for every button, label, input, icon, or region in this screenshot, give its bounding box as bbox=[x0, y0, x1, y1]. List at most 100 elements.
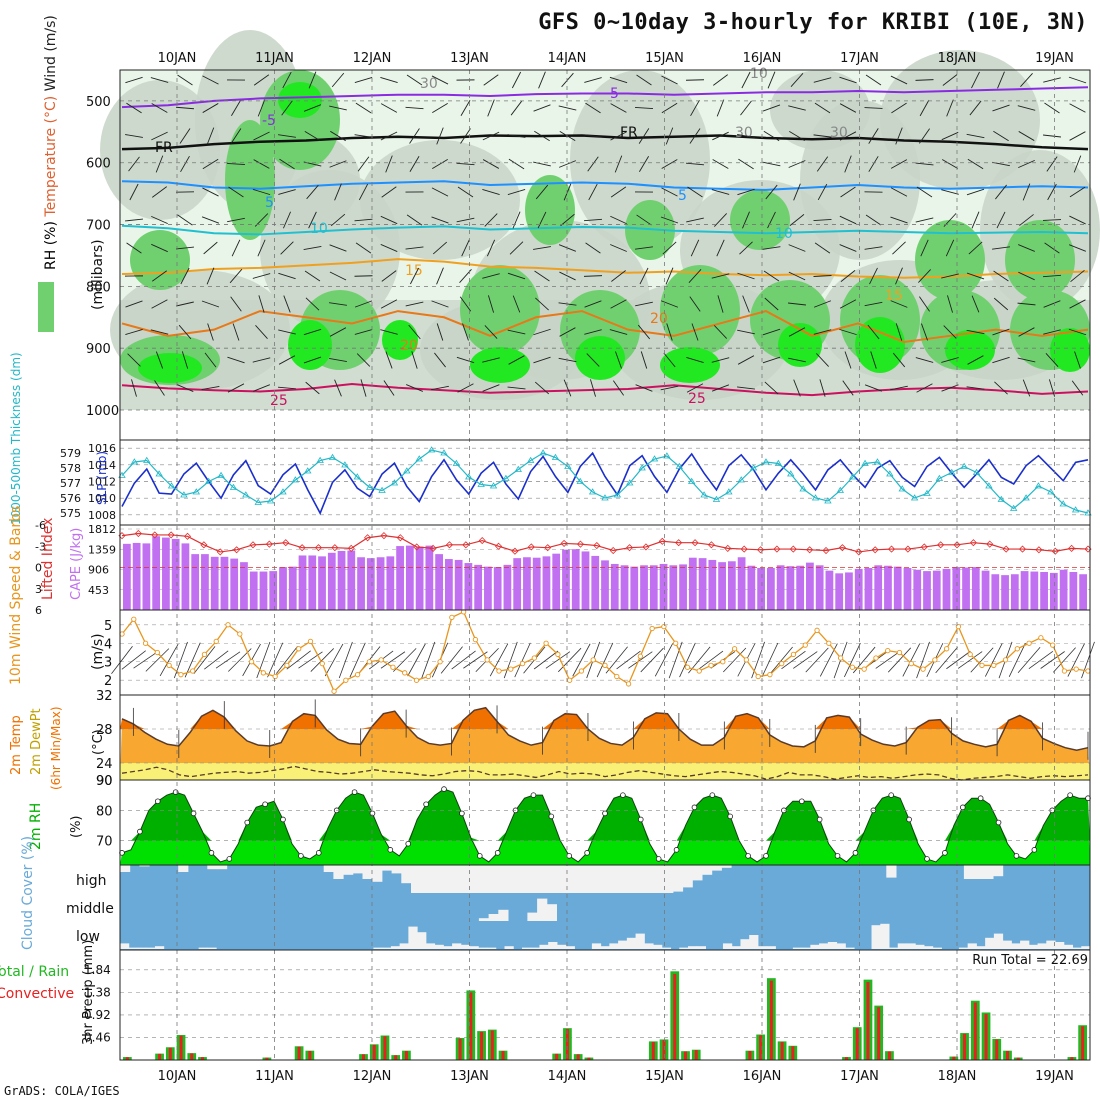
thickness-marker bbox=[824, 497, 832, 504]
mb-tick-label: 800 bbox=[86, 280, 111, 295]
rh-mid-area bbox=[770, 70, 870, 150]
thickness-marker bbox=[564, 462, 572, 469]
li-marker bbox=[183, 532, 192, 540]
wind-ylabel: 10m Wind Speed & Barbs bbox=[8, 506, 24, 685]
wind-barb bbox=[1071, 380, 1084, 396]
wind-barb bbox=[281, 100, 293, 116]
wind-speed-marker bbox=[519, 660, 526, 667]
wind-barb bbox=[131, 379, 137, 397]
wind-speed-marker bbox=[484, 657, 490, 663]
cloud-middle-bar bbox=[546, 904, 557, 921]
rh-mid-area bbox=[360, 140, 520, 260]
rh-marker bbox=[924, 856, 930, 862]
thickness-marker bbox=[700, 491, 708, 498]
wind10m-barb bbox=[159, 643, 179, 677]
wind-barb bbox=[996, 211, 1006, 229]
cloud-high-bar bbox=[459, 865, 470, 893]
wind-barb bbox=[919, 296, 930, 312]
wind-speed-marker bbox=[731, 646, 738, 652]
wind10m-barb bbox=[844, 642, 861, 678]
li-marker bbox=[756, 546, 765, 554]
rh-mid-area bbox=[570, 70, 710, 250]
wind10m-barb bbox=[121, 650, 146, 670]
wind-speed-marker bbox=[920, 666, 926, 672]
wind-barb bbox=[919, 128, 930, 144]
contour-label: 5 bbox=[678, 188, 687, 204]
cloud-high-bar bbox=[566, 865, 577, 893]
wind-barb bbox=[1069, 103, 1086, 113]
cape-bar bbox=[1020, 571, 1029, 610]
wind-barb bbox=[1043, 300, 1061, 308]
day-label-bottom: 12JAN bbox=[353, 1069, 392, 1084]
precip-convective-bar bbox=[952, 1056, 956, 1060]
cape-bar bbox=[171, 538, 180, 610]
wind-barb bbox=[432, 159, 448, 169]
wind-barb bbox=[125, 329, 143, 335]
li-marker bbox=[167, 531, 175, 539]
cloud-low-bar bbox=[478, 947, 488, 949]
day-label-top: 14JAN bbox=[548, 51, 587, 66]
wind-barb bbox=[610, 186, 627, 198]
rh-bright-area bbox=[575, 336, 625, 380]
precip-convective-bar bbox=[673, 973, 677, 1060]
wind-barb bbox=[534, 381, 550, 395]
wind-barb bbox=[283, 295, 291, 313]
wind-speed-marker bbox=[1014, 646, 1020, 652]
wind-barb bbox=[507, 329, 526, 335]
slp-tick-label: 1010 bbox=[88, 492, 116, 505]
cloud-low-bar bbox=[661, 947, 672, 949]
day-label-bottom: 17JAN bbox=[840, 1069, 879, 1084]
contour-label: 20 bbox=[400, 338, 418, 354]
precip-convective-bar bbox=[587, 1057, 591, 1060]
wind-barb bbox=[737, 386, 755, 390]
precip-convective-bar bbox=[201, 1057, 204, 1060]
li-marker bbox=[691, 539, 699, 547]
wind-barb bbox=[638, 128, 650, 144]
rh-marker bbox=[584, 850, 590, 856]
cloud-low-bar bbox=[819, 943, 829, 949]
rh-bright-area bbox=[1050, 328, 1090, 372]
rh-marker bbox=[620, 792, 626, 798]
cape-bar bbox=[405, 545, 414, 610]
cloud-low-bar bbox=[1072, 947, 1082, 949]
rh-marker bbox=[602, 810, 608, 817]
contour-label: 15 bbox=[405, 263, 423, 279]
wind-barb bbox=[967, 158, 984, 170]
wind-barb bbox=[890, 216, 908, 224]
cloud-low-bar bbox=[556, 944, 567, 949]
cape-bar bbox=[552, 553, 561, 610]
wind-barb bbox=[507, 188, 526, 196]
rh-marker bbox=[226, 856, 233, 862]
day-label-top: 10JAN bbox=[158, 51, 197, 66]
wind-barb bbox=[1070, 269, 1085, 283]
cloud-high-bar bbox=[702, 865, 713, 875]
li-marker bbox=[1018, 545, 1027, 553]
cloud-high-bar bbox=[469, 865, 480, 893]
wind-barb bbox=[916, 383, 933, 393]
contour-label: 20 bbox=[650, 311, 668, 327]
wind-barb bbox=[868, 128, 879, 144]
wind-barb bbox=[942, 74, 958, 86]
wind-barb bbox=[125, 76, 143, 84]
wind-barb bbox=[788, 160, 806, 168]
wind-barb bbox=[660, 216, 679, 224]
cloud-low-bar bbox=[1063, 944, 1074, 949]
wind-tick-label: 5 bbox=[104, 619, 112, 634]
wind-speed-marker bbox=[814, 627, 820, 633]
cloud-low-bar bbox=[749, 935, 759, 949]
wind-speed-marker bbox=[225, 622, 231, 628]
wind-barb bbox=[358, 183, 369, 201]
cloud-high-bar bbox=[430, 865, 441, 893]
wind-barb bbox=[992, 246, 1010, 250]
wind-barb bbox=[716, 99, 725, 117]
wind-barb bbox=[206, 127, 215, 145]
wind-speed-marker bbox=[567, 677, 573, 683]
wind-barb bbox=[661, 75, 678, 85]
thickness-marker bbox=[737, 476, 745, 483]
wind-barb bbox=[508, 355, 525, 365]
wind-barb bbox=[941, 273, 959, 279]
thickness-marker bbox=[910, 494, 919, 501]
wind-barb bbox=[1047, 183, 1057, 201]
cloud-high-bar bbox=[333, 865, 344, 879]
wind-barb bbox=[737, 355, 755, 365]
